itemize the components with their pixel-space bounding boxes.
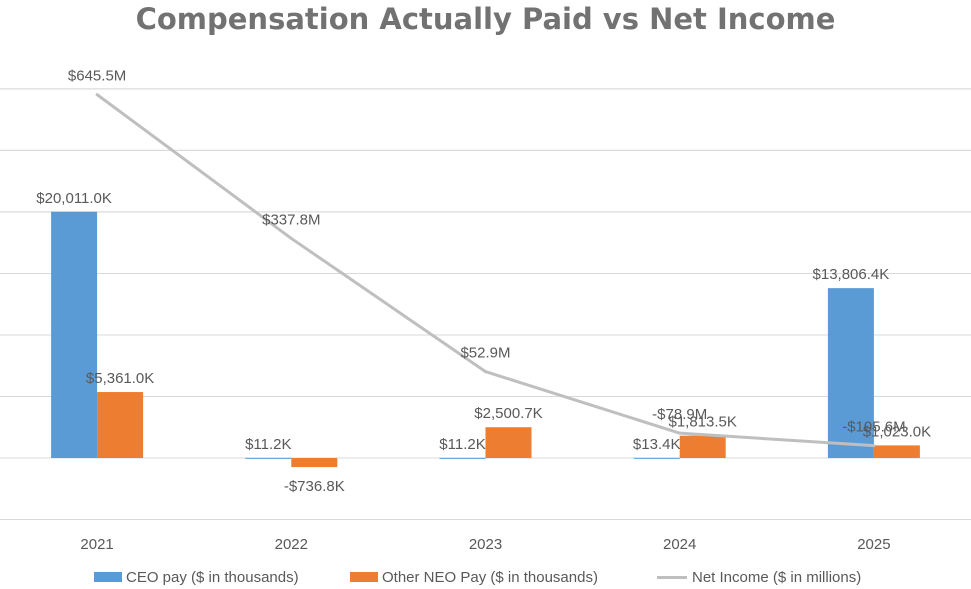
legend-swatch-net-income — [657, 575, 687, 579]
net-income-point-2023 — [484, 370, 487, 374]
bar-other-neo-pay-2022 — [291, 458, 338, 468]
net-income-polyline — [96, 93, 874, 448]
x-tick-label-2025: 2025 — [857, 536, 890, 553]
data-labels: $20,011.0K $5,361.0K $645.5M $11.2K -$736.8K… — [36, 68, 931, 495]
net-income-point-2021 — [95, 93, 99, 97]
data-label-ceo-pay-2025: $13,806.4K — [813, 266, 890, 283]
data-label-ceo-pay-2022: $11.2K — [245, 436, 291, 453]
bar-other-neo-pay-2025 — [873, 445, 920, 458]
data-label-other-neo-pay-2025: $1,023.0K — [863, 423, 931, 440]
legend-label-other-neo-pay: Other NEO Pay ($ in thousands) — [382, 568, 598, 586]
net-income-point-2024 — [678, 431, 682, 435]
x-axis: 2021 2022 2023 2024 2025 — [80, 536, 890, 553]
data-label-other-neo-pay-2024: $1,813.5K — [668, 414, 736, 431]
legend-item-other-neo-pay: Other NEO Pay ($ in thousands) — [350, 566, 598, 588]
data-label-net-income-2024: -$78.9M — [652, 406, 707, 423]
legend: CEO pay ($ in thousands) Other NEO Pay (… — [0, 566, 971, 588]
data-label-ceo-pay-2024: $13.4K — [633, 436, 681, 453]
legend-swatch-other-neo-pay — [350, 572, 378, 582]
bar-ceo-pay-2025 — [827, 288, 874, 458]
net-income-point-2022 — [289, 236, 293, 240]
data-label-net-income-2023: $52.9M — [460, 345, 510, 362]
bar-ceo-pay-2021 — [51, 211, 98, 458]
legend-label-ceo-pay: CEO pay ($ in thousands) — [126, 568, 299, 586]
x-tick-label-2024: 2024 — [663, 536, 696, 553]
bars — [51, 211, 920, 468]
legend-label-net-income: Net Income ($ in millions) — [692, 568, 862, 586]
x-tick-label-2021: 2021 — [80, 536, 113, 553]
legend-item-ceo-pay: CEO pay ($ in thousands) — [94, 566, 299, 588]
x-tick-label-2023: 2023 — [469, 536, 502, 553]
data-label-other-neo-pay-2023: $2,500.7K — [474, 405, 542, 422]
data-label-ceo-pay-2023: $11.2K — [439, 436, 485, 453]
data-label-ceo-pay-2021: $20,011.0K — [36, 190, 112, 207]
data-label-net-income-2022: $337.8M — [262, 211, 320, 228]
chart-plot: $20,011.0K $5,361.0K $645.5M $11.2K -$736.8K… — [0, 68, 971, 553]
chart-title: Compensation Actually Paid vs Net Income — [135, 2, 836, 36]
bar-ceo-pay-2024 — [633, 457, 680, 459]
data-label-other-neo-pay-2022: -$736.8K — [284, 478, 345, 495]
bar-ceo-pay-2022 — [245, 457, 292, 459]
bar-other-neo-pay-2023 — [485, 427, 532, 458]
net-income-point-2025 — [872, 444, 876, 448]
legend-swatch-ceo-pay — [94, 572, 122, 582]
legend-item-net-income: Net Income ($ in millions) — [657, 566, 861, 588]
bar-other-neo-pay-2024 — [679, 435, 726, 458]
data-label-other-neo-pay-2021: $5,361.0K — [86, 370, 154, 387]
bar-other-neo-pay-2021 — [97, 392, 144, 458]
x-tick-label-2022: 2022 — [275, 536, 308, 553]
net-income-line — [95, 93, 876, 448]
data-label-net-income-2025: -$105.6M — [842, 419, 905, 436]
bar-ceo-pay-2023 — [439, 457, 486, 459]
data-label-net-income-2021: $645.5M — [68, 68, 126, 85]
